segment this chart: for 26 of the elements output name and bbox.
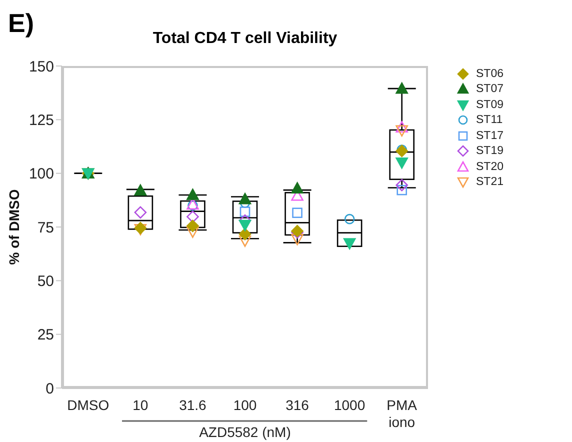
x-tick-label: DMSO <box>67 397 110 413</box>
x-tick-label: 10 <box>132 397 148 413</box>
legend-label: ST06 <box>476 68 504 80</box>
x-tick-label: 316 <box>286 397 310 413</box>
x-tick-label: 1000 <box>334 397 366 413</box>
y-tick-label: 0 <box>46 380 54 398</box>
y-tick-label: 75 <box>37 219 54 236</box>
legend-label: ST20 <box>476 160 504 173</box>
legend-label: ST09 <box>476 98 504 111</box>
y-tick-label: 50 <box>37 272 54 290</box>
chart-title: Total CD4 T cell Viability <box>152 30 338 48</box>
y-tick-label: 100 <box>28 166 54 183</box>
legend-label: ST21 <box>476 176 504 188</box>
x-tick-label: PMA iono <box>386 397 418 430</box>
legend-label: ST07 <box>476 83 504 96</box>
x-tick-label: 100 <box>233 397 257 413</box>
y-tick-label: 125 <box>28 112 54 129</box>
legend-label: ST17 <box>476 130 504 142</box>
legend-label: ST19 <box>476 145 504 158</box>
text: E) <box>8 8 34 39</box>
x-axis-title: AZD5582 (nM) <box>198 424 292 440</box>
legend-label: ST11 <box>476 114 503 126</box>
y-tick-label: 25 <box>37 326 54 344</box>
x-tick-label: 31.6 <box>179 397 207 413</box>
y-tick-label: 150 <box>28 58 54 76</box>
y-axis-title: % of DMSO <box>6 189 22 265</box>
